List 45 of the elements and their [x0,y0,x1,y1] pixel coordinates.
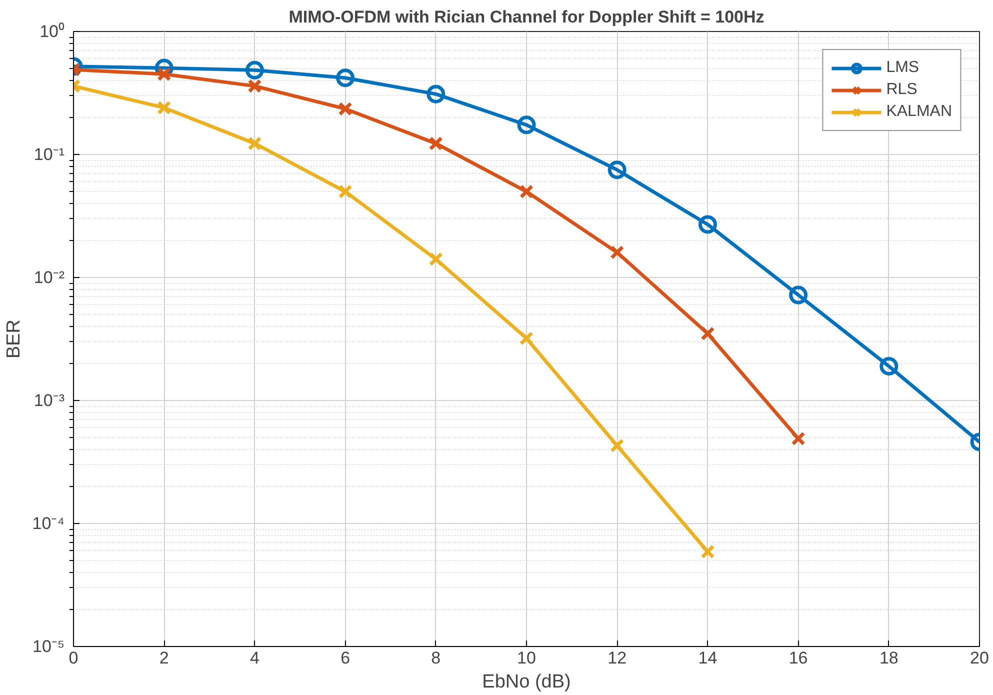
x-axis-title: EbNo (dB) [482,672,571,692]
point [789,286,808,304]
x-tick-label: 18 [879,648,898,668]
point [791,432,806,446]
point [517,116,536,134]
point [428,252,443,266]
x-tick-label: 2 [159,648,169,668]
x-tick-label: 8 [431,648,441,668]
legend-label: KALMAN [886,103,952,121]
point [338,102,352,116]
point [700,544,715,559]
point [608,160,626,180]
point [338,184,352,199]
point [610,245,624,260]
point [880,356,898,376]
legend-label: RLS [886,81,918,99]
x-tick-label: 12 [608,648,627,668]
y-tick-label: 10⁰ [40,22,65,41]
y-tick-label: 10⁻³ [34,391,65,410]
point [248,79,262,94]
x-tick-label: 6 [340,648,350,668]
point [426,84,446,104]
x-tick-label: 16 [788,648,808,668]
y-tick-label: 10⁻² [34,268,65,287]
x-tick-label: 20 [970,648,989,668]
point [245,60,264,80]
y-tick-label: 10⁻¹ [34,145,65,164]
y-tick-label: 10⁻⁴ [32,514,65,533]
legend-label: LMS [886,59,920,77]
point [610,438,624,453]
x-tick-label: 0 [68,648,78,668]
point [700,326,715,341]
point [157,100,172,115]
point [336,68,355,88]
x-tick-label: 4 [250,648,260,668]
point [519,331,534,346]
chart-title: MIMO-OFDM with Rician Channel for Doppler Shift = 100Hz [288,8,764,26]
x-tick-label: 10 [517,648,536,668]
point [519,184,534,199]
y-axis-title: BER [3,319,24,359]
y-tick-label: 10⁻⁵ [32,637,65,656]
point [248,136,262,150]
x-tick-label: 14 [698,648,718,668]
point [428,136,443,150]
point [698,215,717,234]
